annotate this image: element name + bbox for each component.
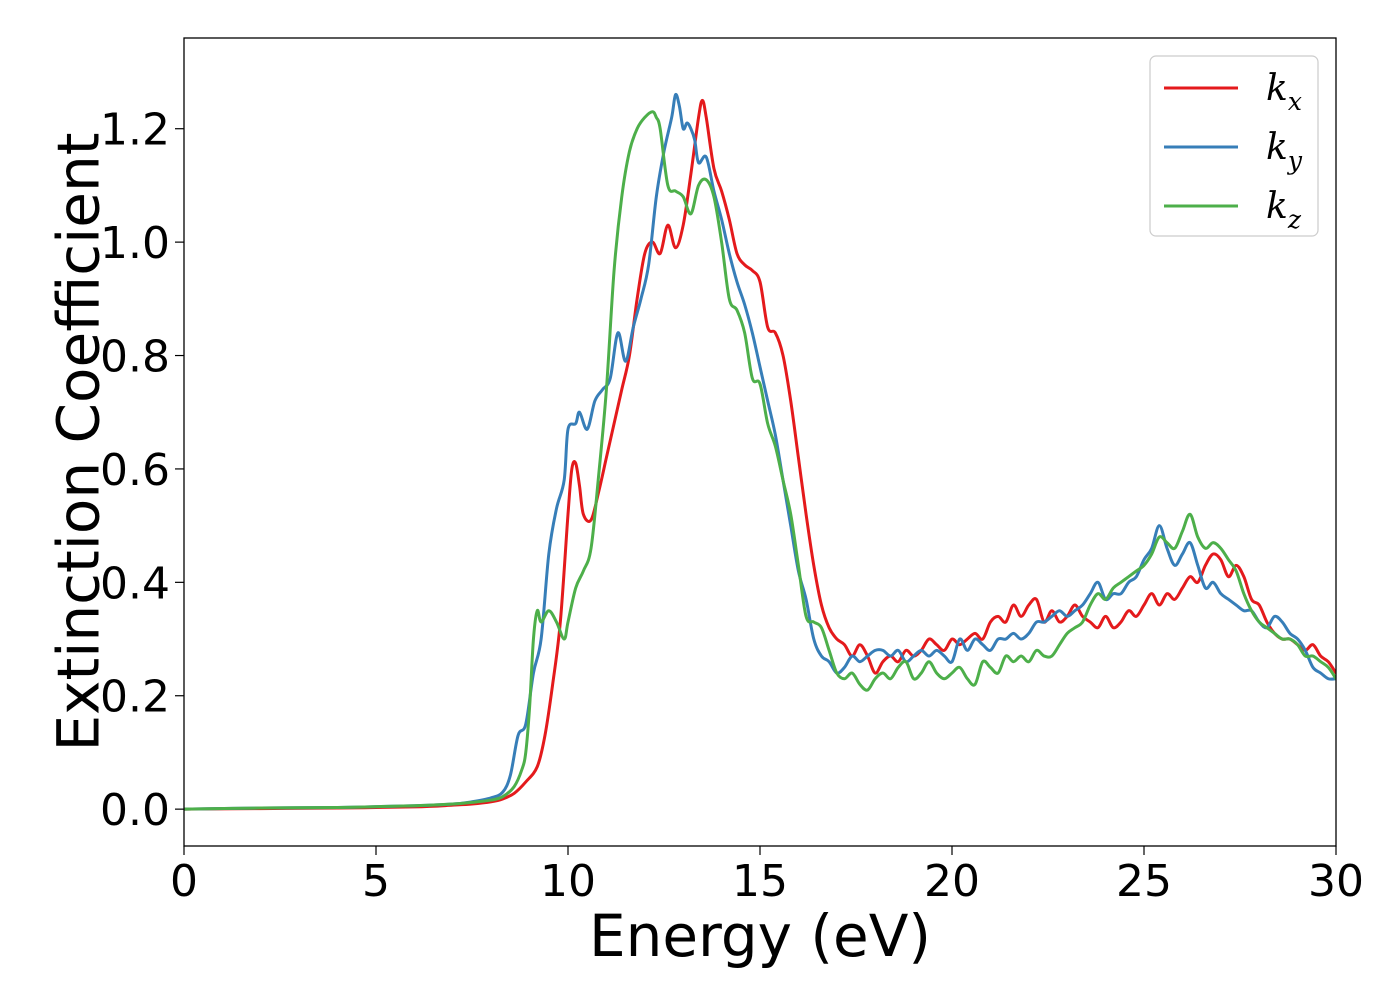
legend-entry-subscript: x (1288, 87, 1302, 116)
y-axis-ticks: 0.0 0.2 0.4 0.6 0.8 1.0 1.2 (100, 105, 184, 836)
x-axis-label: Energy (eV) (589, 902, 931, 970)
legend-entry-subscript: y (1287, 146, 1303, 175)
x-tick-label: 30 (1308, 856, 1364, 907)
y-tick-label: 0.4 (100, 558, 170, 609)
x-tick-label: 10 (540, 856, 596, 907)
legend-entry-subscript: z (1287, 205, 1302, 234)
series-layer (184, 92, 1336, 811)
x-tick-label: 5 (362, 856, 390, 907)
series-line-kx (184, 98, 1336, 811)
y-tick-label: 0.2 (100, 672, 170, 723)
x-tick-label: 0 (170, 856, 198, 907)
y-tick-label: 0.6 (100, 445, 170, 496)
x-tick-label: 20 (924, 856, 980, 907)
legend-entry-label: kx (1266, 68, 1302, 116)
y-tick-label: 0.0 (100, 785, 170, 836)
y-tick-label: 0.8 (100, 332, 170, 383)
series-line-ky (184, 92, 1336, 811)
x-tick-label: 15 (732, 856, 788, 907)
x-tick-label: 25 (1116, 856, 1172, 907)
y-tick-label: 1.0 (100, 218, 170, 269)
x-axis-ticks: 0 5 10 15 20 25 30 (170, 846, 1364, 907)
y-axis-label: Extinction Coefficient (44, 133, 112, 752)
y-tick-label: 1.2 (100, 105, 170, 156)
series-line-kz (184, 110, 1336, 811)
